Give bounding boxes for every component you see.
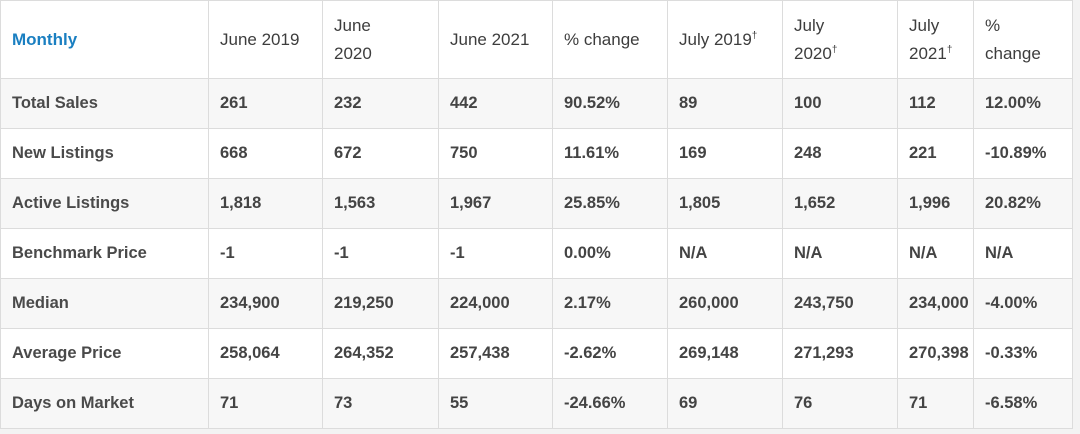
table-cell: -0.33% — [973, 328, 1073, 379]
header-line2: 2021 — [909, 43, 947, 63]
table-cell: N/A — [973, 228, 1073, 279]
table-cell: 90.52% — [552, 78, 668, 129]
header-line1: July 2019 — [679, 29, 752, 49]
dagger-footnote-mark: † — [751, 29, 758, 41]
row-label: Active Listings — [0, 178, 209, 229]
table-cell: 0.00% — [552, 228, 668, 279]
table-row: New Listings 668 672 750 11.61% 169 248 … — [0, 128, 1073, 179]
table-cell: 270,398 — [897, 328, 974, 379]
header-line1: June — [334, 15, 371, 35]
column-header-june-2021: June 2021 — [438, 0, 553, 79]
table-cell: 219,250 — [322, 278, 439, 329]
table-cell: 71 — [897, 378, 974, 429]
table-cell: N/A — [782, 228, 898, 279]
table-cell: 76 — [782, 378, 898, 429]
header-line1: June 2021 — [450, 29, 530, 49]
column-header-july-2020: July 2020† — [782, 0, 898, 79]
table-row: Average Price 258,064 264,352 257,438 -2… — [0, 328, 1073, 379]
table-cell: 232 — [322, 78, 439, 129]
table-cell: 69 — [667, 378, 783, 429]
table-cell: 1,818 — [208, 178, 323, 229]
table-cell: -1 — [438, 228, 553, 279]
table-cell: 1,652 — [782, 178, 898, 229]
header-line1: July — [794, 15, 825, 35]
table-cell: 1,805 — [667, 178, 783, 229]
header-line2: 2020 — [794, 43, 832, 63]
table-cell: -2.62% — [552, 328, 668, 379]
table-cell: 750 — [438, 128, 553, 179]
table-cell: 260,000 — [667, 278, 783, 329]
header-line1: Monthly — [12, 29, 78, 49]
table-cell: 100 — [782, 78, 898, 129]
table-cell: 243,750 — [782, 278, 898, 329]
table-cell: N/A — [897, 228, 974, 279]
table-cell: -1 — [208, 228, 323, 279]
table-cell: 112 — [897, 78, 974, 129]
header-row: Monthly June 2019 June 2020 June 2021 % … — [0, 0, 1073, 79]
column-header-june-2020: June 2020 — [322, 0, 439, 79]
table-cell: 672 — [322, 128, 439, 179]
row-label: Total Sales — [0, 78, 209, 129]
table-cell: N/A — [667, 228, 783, 279]
table-cell: -4.00% — [973, 278, 1073, 329]
table-cell: 257,438 — [438, 328, 553, 379]
table-row: Active Listings 1,818 1,563 1,967 25.85%… — [0, 178, 1073, 229]
table-cell: 271,293 — [782, 328, 898, 379]
header-line2: 2020 — [334, 43, 372, 63]
table-cell: 2.17% — [552, 278, 668, 329]
table-row: Median 234,900 219,250 224,000 2.17% 260… — [0, 278, 1073, 329]
table-cell: 89 — [667, 78, 783, 129]
table-cell: 20.82% — [973, 178, 1073, 229]
dagger-footnote-mark: † — [831, 43, 838, 55]
column-header-july-change: % change — [973, 0, 1073, 79]
header-line1: % — [985, 15, 1001, 35]
table-cell: 221 — [897, 128, 974, 179]
table-cell: -1 — [322, 228, 439, 279]
table-cell: 25.85% — [552, 178, 668, 229]
table-cell: 1,967 — [438, 178, 553, 229]
table-cell: 12.00% — [973, 78, 1073, 129]
header-line1: July — [909, 15, 940, 35]
table-cell: 1,996 — [897, 178, 974, 229]
table-cell: -10.89% — [973, 128, 1073, 179]
table-row: Total Sales 261 232 442 90.52% 89 100 11… — [0, 78, 1073, 129]
table-cell: 1,563 — [322, 178, 439, 229]
table-cell: 71 — [208, 378, 323, 429]
table-cell: 248 — [782, 128, 898, 179]
header-line1: % change — [564, 29, 640, 49]
table-cell: 224,000 — [438, 278, 553, 329]
table-cell: 269,148 — [667, 328, 783, 379]
table-cell: 11.61% — [552, 128, 668, 179]
column-header-june-change: % change — [552, 0, 668, 79]
column-header-june-2019: June 2019 — [208, 0, 323, 79]
table-row: Days on Market 71 73 55 -24.66% 69 76 71… — [0, 378, 1073, 429]
table-cell: 442 — [438, 78, 553, 129]
table-cell: -24.66% — [552, 378, 668, 429]
dagger-footnote-mark: † — [946, 43, 953, 55]
table-cell: 169 — [667, 128, 783, 179]
table-cell: 668 — [208, 128, 323, 179]
row-label: Days on Market — [0, 378, 209, 429]
row-label: New Listings — [0, 128, 209, 179]
table-cell: -6.58% — [973, 378, 1073, 429]
header-line2: change — [985, 43, 1041, 63]
column-header-july-2021: July 2021† — [897, 0, 974, 79]
row-label: Benchmark Price — [0, 228, 209, 279]
table-cell: 73 — [322, 378, 439, 429]
column-header-monthly: Monthly — [0, 0, 209, 79]
row-label: Average Price — [0, 328, 209, 379]
row-label: Median — [0, 278, 209, 329]
table-cell: 234,900 — [208, 278, 323, 329]
column-header-july-2019: July 2019† — [667, 0, 783, 79]
table-cell: 234,000 — [897, 278, 974, 329]
table-cell: 55 — [438, 378, 553, 429]
table-cell: 258,064 — [208, 328, 323, 379]
table-cell: 264,352 — [322, 328, 439, 379]
table-cell: 261 — [208, 78, 323, 129]
table-row: Benchmark Price -1 -1 -1 0.00% N/A N/A N… — [0, 228, 1073, 279]
header-line1: June 2019 — [220, 29, 300, 49]
